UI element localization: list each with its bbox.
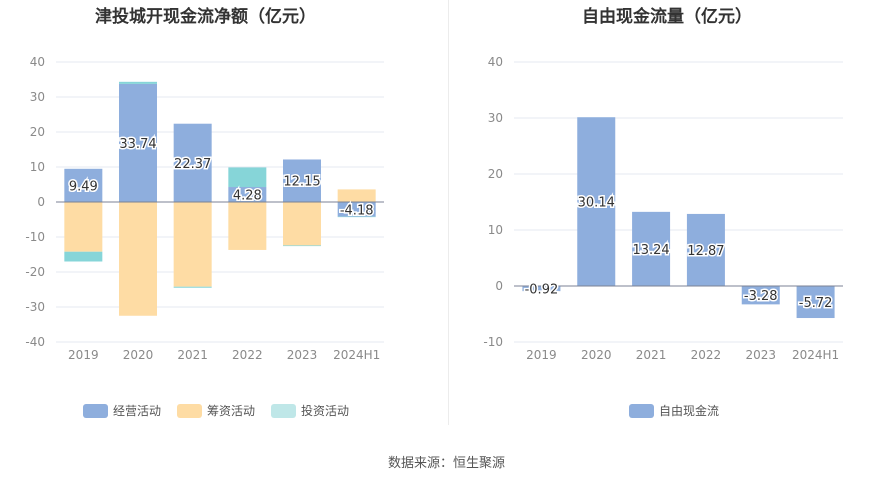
y-tick-label: 0 xyxy=(495,279,503,293)
data-label: 33.74 xyxy=(119,137,156,152)
bar-经营活动-2020 xyxy=(119,83,157,202)
bar-自由现金流-2021 xyxy=(632,211,671,286)
y-tick-label: -30 xyxy=(25,300,45,314)
legend-label: 自由现金流 xyxy=(659,404,720,418)
data-label: -0.92 xyxy=(525,283,559,298)
y-tick-label: 10 xyxy=(30,160,45,174)
bar-投资活动-2022 xyxy=(228,167,267,188)
x-tick-label: 2024H1 xyxy=(333,348,380,362)
x-tick-label: 2022 xyxy=(232,348,263,362)
data-label: 9.49 xyxy=(69,179,98,194)
chart-2-title: 自由现金流量（亿元） xyxy=(582,7,752,27)
bar-筹资活动-2020 xyxy=(119,202,157,316)
chart-2-legend: 自由现金流 xyxy=(629,402,735,419)
x-tick-label: 2019 xyxy=(68,348,99,362)
x-tick-label: 2021 xyxy=(177,348,208,362)
legend-item-operating[interactable]: 经营活动 xyxy=(83,402,161,419)
legend-swatch xyxy=(83,403,108,418)
bar-筹资活动-2019 xyxy=(64,202,103,252)
y-tick-label: -10 xyxy=(483,335,503,349)
bar-自由现金流-2024H1 xyxy=(796,286,835,319)
bar-自由现金流-2023 xyxy=(741,286,780,305)
bar-经营活动-2019 xyxy=(64,168,103,202)
data-label: -3.28 xyxy=(744,289,778,304)
x-tick-label: 2023 xyxy=(287,348,318,362)
x-tick-label: 2023 xyxy=(745,348,776,362)
bar-经营活动-2023 xyxy=(283,159,321,202)
bar-自由现金流-2020 xyxy=(577,117,616,286)
bar-经营活动-2022 xyxy=(228,187,267,202)
y-tick-label: 0 xyxy=(37,195,45,209)
y-tick-label: -20 xyxy=(25,265,45,279)
y-tick-label: 20 xyxy=(488,167,503,181)
legend-label: 投资活动 xyxy=(301,404,350,418)
bar-经营活动-2024H1 xyxy=(337,202,376,217)
y-tick-label: 30 xyxy=(30,90,45,104)
bar-经营活动-2021 xyxy=(173,123,212,202)
bar-自由现金流-2019 xyxy=(522,286,561,292)
chart-1-title: 津投城开现金流净额（亿元） xyxy=(95,7,316,27)
bar-筹资活动-2023 xyxy=(283,202,321,246)
data-label: 4.28 xyxy=(233,189,262,204)
panel-divider xyxy=(448,0,449,425)
bar-筹资活动-2021 xyxy=(173,202,212,287)
x-tick-label: 2022 xyxy=(691,348,722,362)
y-tick-label: 30 xyxy=(488,111,503,125)
bar-投资活动-2024H1 xyxy=(337,216,376,218)
bar-筹资活动-2022 xyxy=(228,202,267,250)
legend-item-financing[interactable]: 筹资活动 xyxy=(177,402,255,419)
chart-1-legend: 经营活动 筹资活动 投资活动 xyxy=(83,402,365,419)
y-tick-label: 40 xyxy=(30,55,45,69)
data-label: 12.15 xyxy=(283,175,320,190)
y-tick-label: -10 xyxy=(25,230,45,244)
legend-label: 筹资活动 xyxy=(207,404,256,418)
data-source-note: 数据来源：恒生聚源 xyxy=(387,456,505,471)
legend-label: 经营活动 xyxy=(113,404,162,418)
y-tick-label: -40 xyxy=(25,335,45,349)
bar-投资活动-2021 xyxy=(173,286,212,288)
bar-投资活动-2019 xyxy=(64,251,103,262)
legend-swatch xyxy=(177,403,203,418)
y-tick-label: 10 xyxy=(488,223,503,237)
legend-swatch xyxy=(629,403,654,418)
data-label: 30.14 xyxy=(578,196,615,211)
data-label: -4.18 xyxy=(340,203,374,218)
legend-swatch xyxy=(271,403,297,418)
x-tick-label: 2020 xyxy=(123,348,154,362)
bar-自由现金流-2022 xyxy=(686,213,725,286)
bar-筹资活动-2024H1 xyxy=(337,189,376,202)
x-tick-label: 2019 xyxy=(526,348,557,362)
data-label: -5.72 xyxy=(799,296,833,311)
legend-item-investing[interactable]: 投资活动 xyxy=(271,402,349,419)
bar-投资活动-2023 xyxy=(283,245,321,247)
data-label: 12.87 xyxy=(687,244,724,259)
x-tick-label: 2024H1 xyxy=(792,348,839,362)
data-label: 22.37 xyxy=(174,157,211,172)
data-label: 13.24 xyxy=(632,243,669,258)
y-tick-label: 20 xyxy=(30,125,45,139)
x-tick-label: 2020 xyxy=(581,348,612,362)
bar-投资活动-2020 xyxy=(119,81,157,84)
y-tick-label: 40 xyxy=(488,55,503,69)
x-tick-label: 2021 xyxy=(636,348,667,362)
legend-item-free-cash-flow[interactable]: 自由现金流 xyxy=(629,402,719,419)
